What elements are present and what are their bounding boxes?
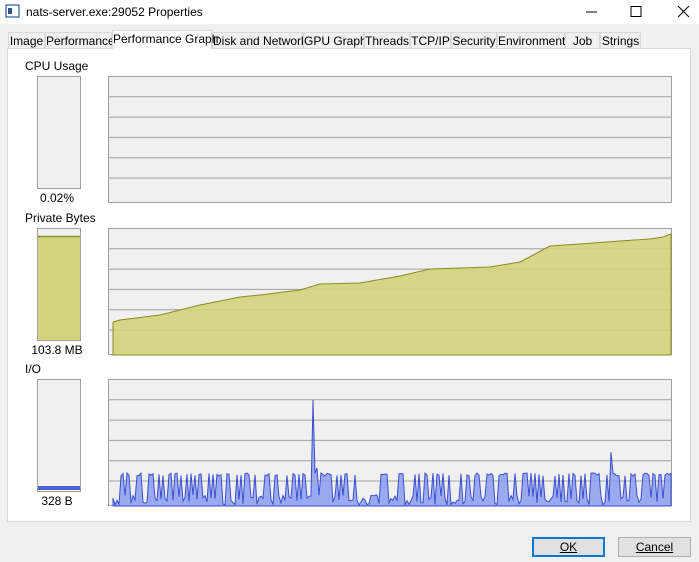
tab[interactable]: Performance Graph: [112, 30, 218, 49]
tab[interactable]: Performance: [45, 32, 115, 48]
tab[interactable]: TCP/IP: [410, 32, 451, 48]
graph-label: Private Bytes: [25, 211, 96, 225]
cancel-button[interactable]: Cancel: [618, 537, 691, 557]
tab[interactable]: Disk and Network: [212, 32, 308, 48]
tab[interactable]: Job: [565, 32, 600, 48]
graph-value: 103.8 MB: [31, 343, 83, 357]
title-icons: [5, 4, 690, 18]
button-label: OK: [559, 540, 578, 554]
window-title: nats-server.exe:29052 Properties: [26, 5, 203, 19]
tab[interactable]: Image: [8, 32, 45, 48]
tab[interactable]: Security: [451, 32, 497, 48]
graph-value: 328 B: [41, 494, 73, 508]
tab[interactable]: Strings: [600, 32, 641, 48]
tab[interactable]: Threads: [364, 32, 410, 48]
graph-label: I/O: [25, 362, 42, 376]
graph-value: 0.02%: [39, 191, 75, 205]
tab[interactable]: Environment: [497, 32, 566, 48]
title-bar: nats-server.exe:29052 Properties: [0, 0, 699, 24]
io-area: [112, 399, 672, 507]
tab[interactable]: GPU Graph: [303, 32, 367, 48]
graph-label: CPU Usage: [25, 59, 89, 73]
ok-button[interactable]: OK: [532, 537, 605, 557]
